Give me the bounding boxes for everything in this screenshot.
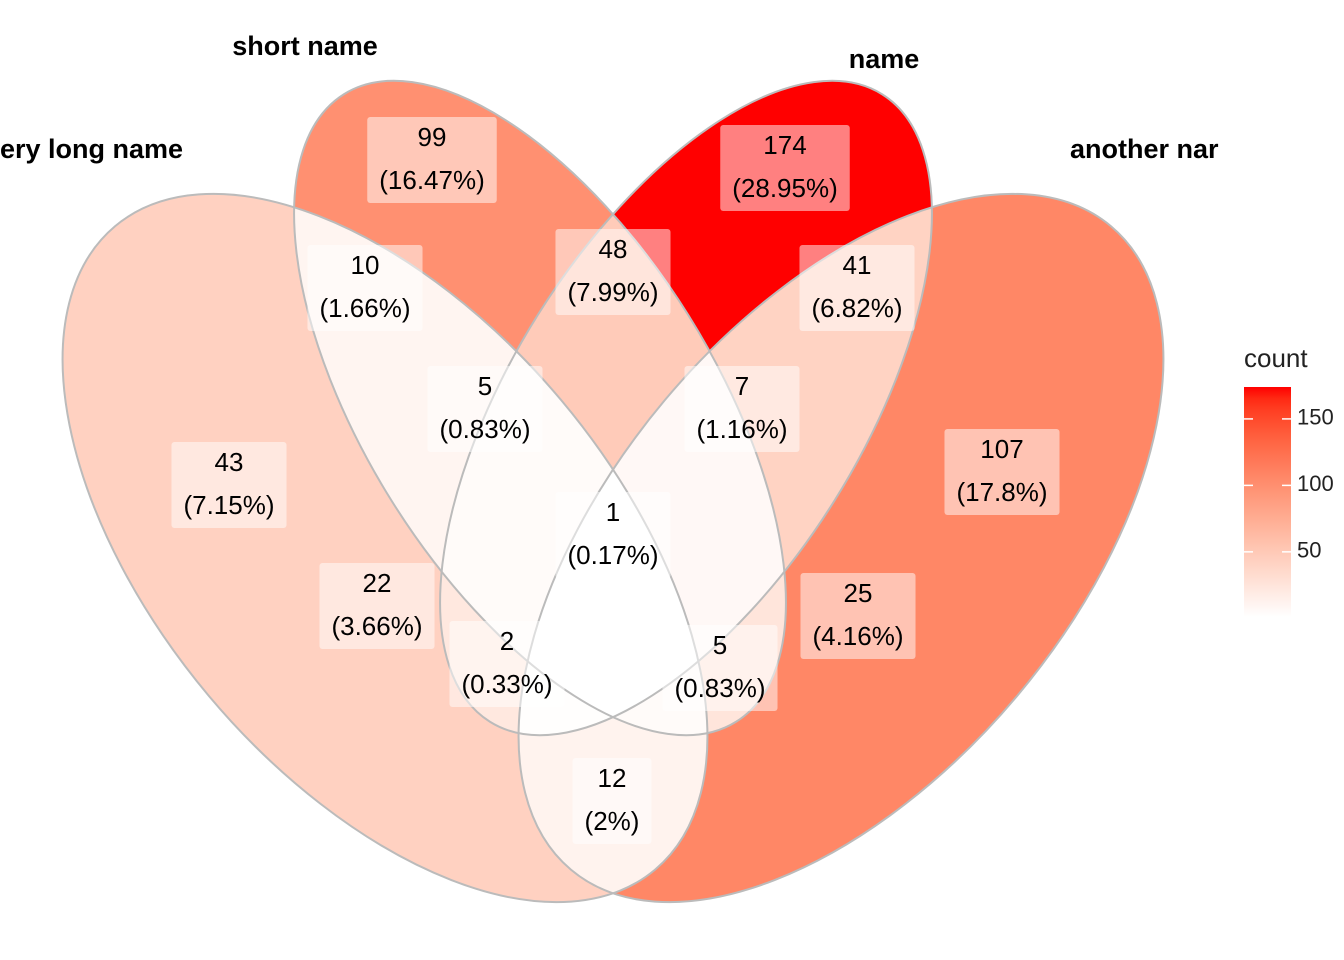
set-label: another nar [1070,134,1219,164]
percent-label: (0.33%) [461,669,552,699]
count-label: 10 [351,250,380,280]
set-label: name [849,44,920,74]
count-label: 99 [418,122,447,152]
label-box [171,442,287,528]
set-outline [293,79,787,737]
legend: 50 100 150 [1244,387,1334,617]
percent-label: (7.15%) [183,490,274,520]
count-label: 2 [500,626,514,656]
legend-tick-label: 150 [1297,405,1334,430]
colorbar [1244,387,1291,617]
percent-label: (28.95%) [732,173,838,203]
set-outline [439,79,933,737]
label-box [427,366,543,452]
count-label: 174 [763,130,806,160]
label-box [720,125,850,211]
label-box [449,621,565,707]
outlines [61,79,1165,904]
label-box [684,366,800,452]
count-label: 43 [215,447,244,477]
legend-tick-label: 50 [1297,538,1321,563]
count-label: 22 [363,568,392,598]
label-box [572,758,652,844]
percent-label: (17.8%) [956,477,1047,507]
count-label: 48 [599,234,628,264]
percent-label: (16.47%) [379,165,485,195]
percent-label: (1.16%) [696,414,787,444]
count-label: 7 [735,371,749,401]
percent-label: (6.82%) [811,293,902,323]
label-box [944,429,1060,515]
percent-label: (0.83%) [674,673,765,703]
set-label: short name [232,31,378,61]
label-box [555,229,671,315]
count-label: 5 [478,371,492,401]
count-label: 5 [713,630,727,660]
label-box [662,625,778,711]
label-box [800,573,916,659]
count-label: 25 [844,578,873,608]
label-box [799,245,915,331]
percent-label: (1.66%) [319,293,410,323]
count-label: 1 [606,497,620,527]
percent-label: (0.17%) [567,540,658,570]
count-label: 41 [843,250,872,280]
legend-tick-label: 100 [1297,471,1334,496]
percent-label: (2%) [585,806,640,836]
label-box [307,245,423,331]
legend-title: count [1244,343,1308,373]
percent-label: (0.83%) [439,414,530,444]
set-outline [61,192,709,904]
label-box [319,563,435,649]
percent-label: (7.99%) [567,277,658,307]
count-label: 107 [980,434,1023,464]
set-outline [517,192,1165,904]
label-box [367,117,497,203]
count-label: 12 [598,763,627,793]
labels: 43(7.15%)99(16.47%)174(28.95%)107(17.8%)… [171,117,1060,844]
percent-label: (3.66%) [331,611,422,641]
label-box [555,492,671,578]
set-label: ery long name [0,134,183,164]
percent-label: (4.16%) [812,621,903,651]
